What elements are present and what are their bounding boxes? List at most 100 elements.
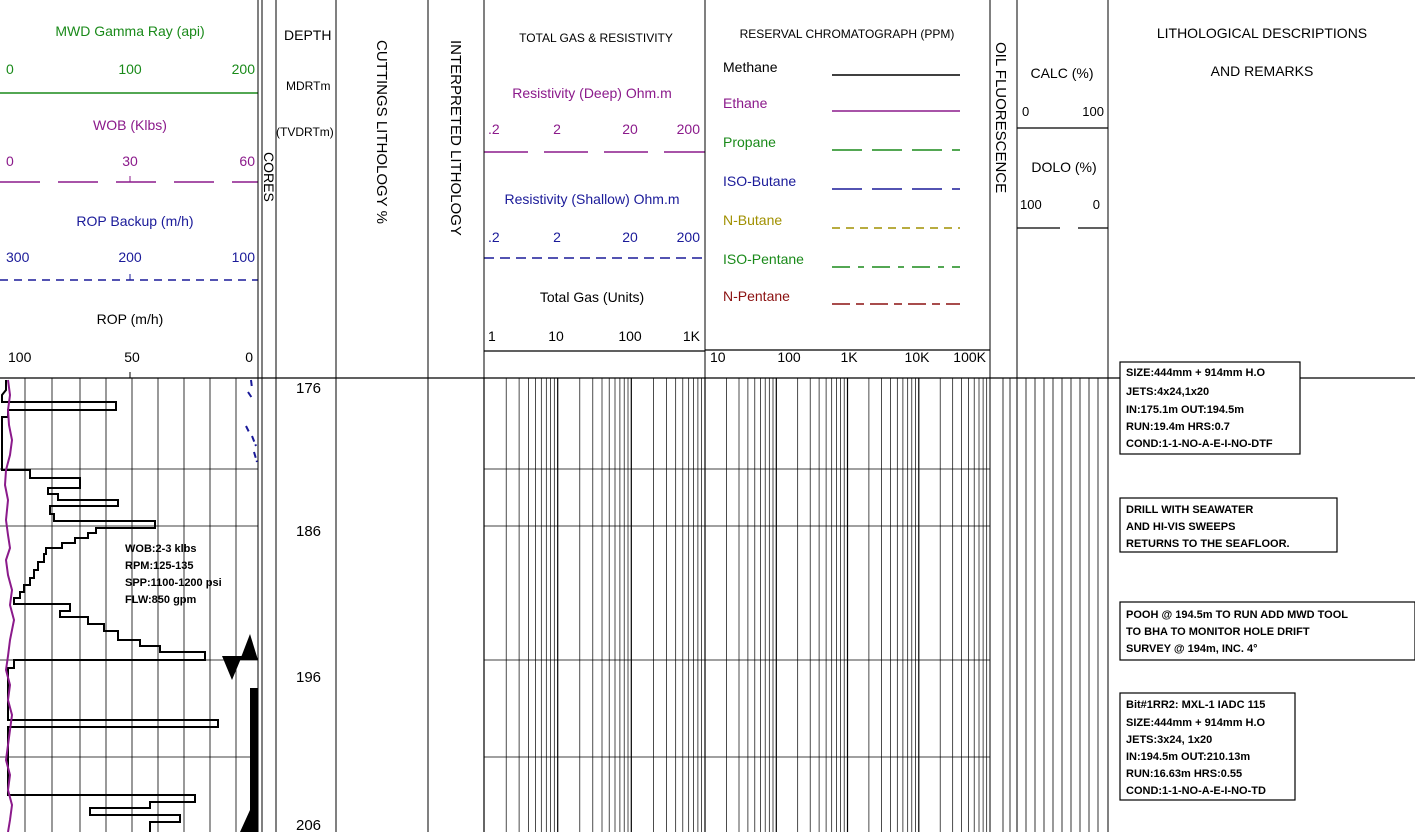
calc-scale-max: 100 bbox=[1082, 104, 1104, 119]
lith-desc-subtitle: AND REMARKS bbox=[1211, 63, 1314, 79]
remark-2-line-1: DRILL WITH SEAWATER bbox=[1126, 504, 1253, 516]
res-deep-scale-1: 2 bbox=[553, 121, 561, 137]
res-shallow-title: Resistivity (Shallow) Ohm.m bbox=[504, 191, 679, 207]
wob-scale-min: 0 bbox=[6, 153, 14, 169]
oil-fluorescence-label: OIL FLUORESCENCE bbox=[992, 42, 1009, 193]
remark-box-3: POOH @ 194.5m TO RUN ADD MWD TOOL TO BHA… bbox=[1119, 601, 1415, 661]
legend-label-6: N-Pentane bbox=[723, 288, 790, 304]
rop-scale-min: 100 bbox=[8, 349, 32, 365]
remark-1-line-2: JETS:4x24,1x20 bbox=[1126, 386, 1209, 398]
chromo-scale-3: 10K bbox=[905, 349, 931, 365]
dolo-title: DOLO (%) bbox=[1031, 159, 1096, 175]
remark-4-line-1: Bit#1RR2: MXL-1 IADC 115 bbox=[1126, 699, 1265, 711]
remark-4-line-5: RUN:16.63m HRS:0.55 bbox=[1126, 768, 1242, 780]
legend-label-5: ISO-Pentane bbox=[723, 251, 804, 267]
res-shallow-scale-2: 20 bbox=[622, 229, 638, 245]
gas-scale-1: 10 bbox=[548, 328, 564, 344]
res-deep-scale-3: 200 bbox=[677, 121, 701, 137]
legend-label-0: Methane bbox=[723, 59, 778, 75]
interpreted-lithology-label: INTERPRETED LITHOLOGY bbox=[447, 40, 464, 236]
rop-backup-scale-mid: 200 bbox=[118, 249, 142, 265]
chromo-scale-2: 1K bbox=[840, 349, 858, 365]
remark-3-line-1: POOH @ 194.5m TO RUN ADD MWD TOOL bbox=[1126, 609, 1348, 621]
dolo-scale-max: 0 bbox=[1093, 197, 1100, 212]
res-shallow-scale-0: .2 bbox=[488, 229, 500, 245]
calc-title: CALC (%) bbox=[1030, 65, 1093, 81]
drill-param-spp: SPP:1100-1200 psi bbox=[125, 577, 222, 589]
rop-backup-curve bbox=[245, 379, 258, 463]
rop-scale-max: 0 bbox=[245, 349, 253, 365]
drill-param-flw: FLW:850 gpm bbox=[125, 594, 197, 606]
chromo-scale-1: 100 bbox=[777, 349, 801, 365]
gamma-title: MWD Gamma Ray (api) bbox=[55, 23, 204, 39]
gamma-scale-mid: 100 bbox=[118, 61, 142, 77]
wob-scale-max: 60 bbox=[239, 153, 255, 169]
remark-1-line-4: RUN:19.4m HRS:0.7 bbox=[1126, 421, 1230, 433]
depth-label-186: 186 bbox=[296, 523, 321, 540]
gas-scale-2: 100 bbox=[618, 328, 642, 344]
chromo-scale-0: 10 bbox=[710, 349, 726, 365]
rop-backup-scale-min: 300 bbox=[6, 249, 30, 265]
remark-4-line-3: JETS:3x24, 1x20 bbox=[1126, 734, 1212, 746]
legend-label-1: Ethane bbox=[723, 95, 768, 111]
gamma-scale-max: 200 bbox=[232, 61, 256, 77]
remark-1-line-3: IN:175.1m OUT:194.5m bbox=[1126, 404, 1244, 416]
gas-res-title: TOTAL GAS & RESISTIVITY bbox=[519, 31, 673, 45]
legend-label-4: N-Butane bbox=[723, 212, 782, 228]
depth-label-206: 206 bbox=[296, 817, 321, 832]
rop-scale-mid: 50 bbox=[124, 349, 140, 365]
depth-label-196: 196 bbox=[296, 669, 321, 686]
rop-title: ROP (m/h) bbox=[97, 311, 164, 327]
lith-desc-title: LITHOLOGICAL DESCRIPTIONS bbox=[1157, 25, 1367, 41]
res-shallow-scale-3: 200 bbox=[677, 229, 701, 245]
rop-curve bbox=[0, 380, 219, 832]
remark-4-line-4: IN:194.5m OUT:210.13m bbox=[1126, 751, 1250, 763]
cuttings-lithology-label: CUTTINGS LITHOLOGY % bbox=[373, 40, 390, 224]
chromo-scale-4: 100K bbox=[953, 349, 986, 365]
depth-title: DEPTH bbox=[284, 27, 331, 43]
core-triangle-down bbox=[222, 656, 242, 680]
depth-unit-tvd: (TVDRTm) bbox=[276, 125, 334, 139]
chromatograph-title: RESERVAL CHROMATOGRAPH (PPM) bbox=[740, 27, 955, 41]
core-triangle-bottom bbox=[240, 810, 258, 832]
remark-4-line-2: SIZE:444mm + 914mm H.O bbox=[1126, 717, 1266, 729]
drill-param-wob: WOB:2-3 klbs bbox=[125, 543, 197, 555]
depth-label-176: 176 bbox=[296, 380, 321, 397]
res-deep-title: Resistivity (Deep) Ohm.m bbox=[512, 85, 671, 101]
wob-scale-mid: 30 bbox=[122, 153, 138, 169]
gas-scale-0: 1 bbox=[488, 328, 496, 344]
legend-label-2: Propane bbox=[723, 134, 776, 150]
res-deep-scale-0: .2 bbox=[488, 121, 500, 137]
remark-1-line-1: SIZE:444mm + 914mm H.O bbox=[1126, 367, 1266, 379]
core-bar bbox=[250, 688, 258, 832]
wob-curve bbox=[3, 379, 16, 832]
dolo-scale-min: 100 bbox=[1020, 197, 1042, 212]
remark-2-line-3: RETURNS TO THE SEAFLOOR. bbox=[1126, 538, 1290, 550]
remark-1-line-5: COND:1-1-NO-A-E-I-NO-DTF bbox=[1126, 438, 1273, 450]
legend-label-3: ISO-Butane bbox=[723, 173, 796, 189]
wob-title: WOB (Klbs) bbox=[93, 117, 167, 133]
cores-label: CORES bbox=[261, 152, 277, 202]
drill-param-rpm: RPM:125-135 bbox=[125, 560, 193, 572]
res-shallow-scale-1: 2 bbox=[553, 229, 561, 245]
rop-backup-scale-max: 100 bbox=[232, 249, 256, 265]
chromatograph-legend: Methane Ethane Propane ISO-Butane N-Butane IS… bbox=[723, 59, 960, 305]
gas-scale-3: 1K bbox=[683, 328, 701, 344]
log-curves bbox=[0, 379, 258, 832]
calc-scale-min: 0 bbox=[1022, 104, 1029, 119]
remark-2-line-2: AND HI-VIS SWEEPS bbox=[1126, 521, 1235, 533]
res-deep-scale-2: 20 bbox=[622, 121, 638, 137]
remark-box-2: DRILL WITH SEAWATER AND HI-VIS SWEEPS RE… bbox=[1119, 497, 1338, 553]
remark-box-4: Bit#1RR2: MXL-1 IADC 115 SIZE:444mm + 91… bbox=[1119, 692, 1296, 801]
gamma-scale-min: 0 bbox=[6, 61, 14, 77]
remark-3-line-2: TO BHA TO MONITOR HOLE DRIFT bbox=[1126, 626, 1310, 638]
total-gas-title: Total Gas (Units) bbox=[540, 289, 644, 305]
remark-4-line-6: COND:1-1-NO-A-E-I-NO-TD bbox=[1126, 785, 1266, 797]
rop-backup-title: ROP Backup (m/h) bbox=[76, 213, 193, 229]
depth-unit-md: MDRTm bbox=[286, 79, 330, 93]
remark-box-1: SIZE:444mm + 914mm H.O JETS:4x24,1x20 IN… bbox=[1119, 361, 1301, 455]
core-triangle-up bbox=[240, 634, 258, 660]
